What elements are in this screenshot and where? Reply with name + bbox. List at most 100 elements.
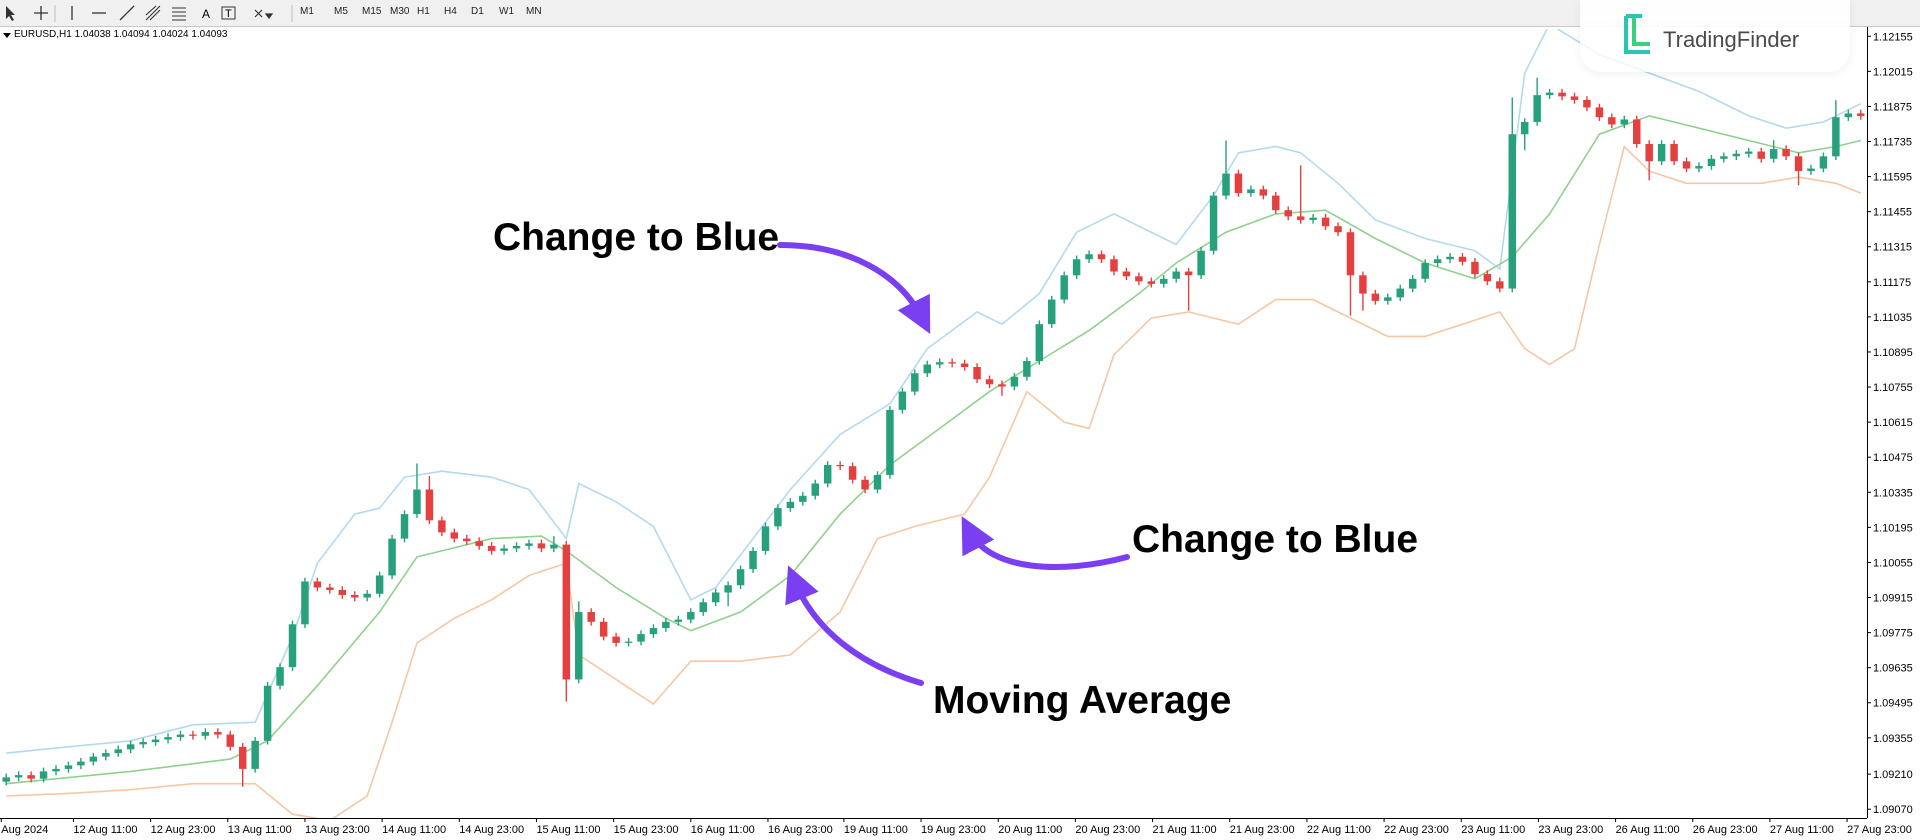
candle-body <box>662 621 670 629</box>
candle-body <box>1135 276 1143 282</box>
candle-body <box>811 483 819 496</box>
candle-body <box>1321 217 1330 227</box>
candle-body <box>1309 217 1317 220</box>
candle-body <box>1707 158 1716 167</box>
timeframe-button[interactable]: D1 <box>471 6 484 17</box>
candle-body <box>1496 281 1504 289</box>
candle-body <box>1545 92 1554 96</box>
candle-body <box>799 495 807 502</box>
shapes-menu[interactable] <box>254 9 274 19</box>
candle-body <box>1508 134 1517 289</box>
candle-body <box>786 501 795 509</box>
candle-body <box>52 768 60 772</box>
axes: 1.12155 1.12015 1.11875 1.11735 1.11595 1.114… <box>0 27 1913 836</box>
logo-text: TradingFinder <box>1663 27 1800 52</box>
fibo-icon[interactable] <box>172 7 186 21</box>
candle-body <box>1757 151 1765 159</box>
timeframe-button[interactable]: W1 <box>499 6 514 17</box>
candle-body <box>973 366 981 380</box>
x-tick-label: 20 Aug 23:00 <box>1075 824 1140 836</box>
candle-body <box>1371 293 1380 301</box>
label-tool[interactable]: T <box>225 8 232 20</box>
candle-body <box>960 363 969 367</box>
y-tick-label: 1.09495 <box>1873 698 1913 710</box>
candle-body <box>935 362 944 365</box>
y-tick-label: 1.11875 <box>1873 101 1912 113</box>
candle-body <box>1732 153 1741 157</box>
candle-body <box>1807 168 1815 172</box>
logo-icon <box>1624 14 1650 54</box>
candle-body <box>139 742 147 745</box>
candle-body <box>288 624 297 668</box>
candle-body <box>848 466 857 480</box>
candle-body <box>998 384 1006 387</box>
candle-body <box>89 756 98 762</box>
candle-body <box>1720 156 1728 159</box>
candle-body <box>1035 324 1044 361</box>
text-tool[interactable]: A <box>202 7 210 21</box>
candle-body <box>898 391 907 410</box>
candle-body <box>711 592 720 603</box>
channel-icon[interactable] <box>145 5 161 21</box>
annotation: Change to Blue <box>1132 518 1419 561</box>
candle-body <box>1097 254 1106 260</box>
y-tick-label: 1.11735 <box>1873 136 1912 148</box>
x-tick-label: 12 Aug 11:00 <box>73 824 137 836</box>
label-tool-frame[interactable] <box>221 6 236 20</box>
candle-body <box>1421 263 1429 279</box>
candle-body <box>326 587 334 590</box>
candle-body <box>475 541 483 546</box>
x-tick-label: 27 Aug 23:00 <box>1847 824 1912 836</box>
candle-body <box>1060 275 1068 300</box>
candle-body <box>77 761 85 766</box>
y-tick-label: 1.10615 <box>1873 417 1913 429</box>
x-tick-label: 13 Aug 11:00 <box>228 824 292 836</box>
y-tick-label: 1.09635 <box>1873 663 1913 675</box>
indicator-line <box>6 144 1862 818</box>
crosshair-icon[interactable] <box>34 6 48 20</box>
timeframe-button[interactable]: H4 <box>444 6 457 17</box>
timeframe-button[interactable]: M15 <box>362 6 382 17</box>
candle-body <box>736 569 745 586</box>
timeframe-button[interactable]: M30 <box>390 6 410 17</box>
candle-body <box>873 474 882 490</box>
timeframe-button[interactable]: MN <box>526 6 542 17</box>
y-tick-label: 1.10335 <box>1873 487 1913 499</box>
y-tick-label: 1.11035 <box>1873 312 1912 324</box>
candle-body <box>612 636 620 643</box>
timeframe-button[interactable]: M5 <box>334 6 348 17</box>
candle-body <box>1558 92 1566 97</box>
x-tick-label: 22 Aug 11:00 <box>1307 824 1371 836</box>
candle-body <box>425 489 434 521</box>
trendline-icon[interactable] <box>119 5 135 21</box>
candle-body <box>1384 297 1392 301</box>
y-tick-label: 1.10055 <box>1873 557 1913 569</box>
timeframe-button[interactable]: H1 <box>417 6 430 17</box>
candle-body <box>1595 107 1604 118</box>
candle-body <box>201 732 210 736</box>
candle-body <box>388 538 396 576</box>
candle-body <box>761 526 770 551</box>
candle-body <box>599 621 608 637</box>
candle-body <box>774 508 782 527</box>
x-tick-label: 27 Aug 11:00 <box>1770 824 1834 836</box>
timeframe-button[interactable]: M1 <box>300 6 314 17</box>
candle-body <box>1209 195 1218 251</box>
logo-panel: TradingFinder <box>1580 0 1850 72</box>
x-tick-label: 14 Aug 11:00 <box>382 824 446 836</box>
x-tick-label: 23 Aug 11:00 <box>1461 824 1525 836</box>
candle-body <box>525 543 533 546</box>
candle-body <box>1259 189 1268 196</box>
candle-body <box>487 545 496 551</box>
x-tick-label: 15 Aug 23:00 <box>614 824 679 836</box>
candle-body <box>1172 271 1180 279</box>
candle-body <box>1583 99 1591 108</box>
y-tick-label: 1.10895 <box>1873 347 1913 359</box>
candle-body <box>375 575 384 594</box>
candle-body <box>587 612 595 622</box>
y-tick-label: 1.10475 <box>1873 452 1913 464</box>
y-tick-label: 1.10755 <box>1873 382 1913 394</box>
candle-body <box>14 775 23 778</box>
cursor-icon[interactable] <box>6 6 15 21</box>
